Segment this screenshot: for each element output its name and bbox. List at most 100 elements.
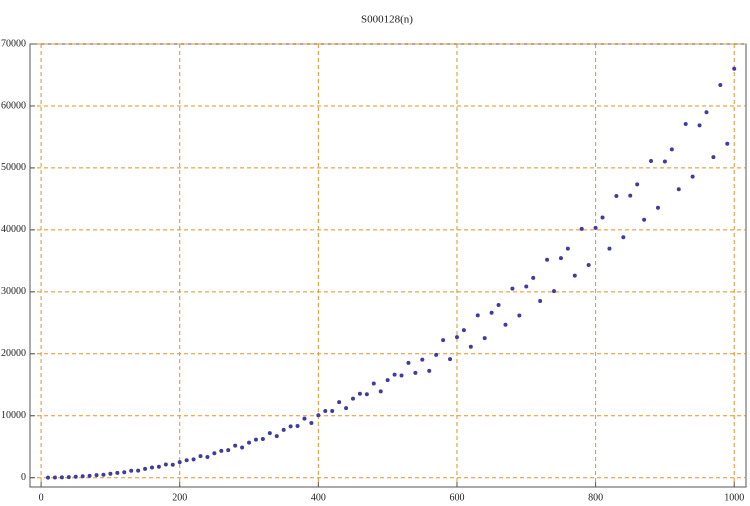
point (177, 460, 182, 465)
point (732, 66, 737, 71)
point (52, 475, 57, 480)
point (565, 246, 570, 251)
point (531, 275, 536, 280)
point (143, 466, 148, 471)
point (642, 217, 647, 222)
point (454, 335, 459, 340)
point (253, 437, 258, 442)
point (281, 427, 286, 432)
point (316, 413, 321, 418)
point (676, 187, 681, 192)
point (392, 372, 397, 377)
point (240, 445, 245, 450)
x-tick-label: 200 (172, 492, 187, 503)
point (330, 409, 335, 414)
y-tick-label: 30000 (1, 286, 26, 297)
point (288, 424, 293, 429)
point (87, 473, 92, 478)
point (558, 256, 563, 261)
point (267, 431, 272, 436)
point (108, 471, 113, 476)
point (635, 182, 640, 187)
point (482, 336, 487, 341)
y-tick-label: 40000 (1, 224, 26, 235)
point (205, 455, 210, 460)
point (129, 468, 134, 473)
point (600, 215, 605, 220)
point (337, 400, 342, 405)
point (413, 370, 418, 375)
y-tick-label: 20000 (1, 348, 26, 359)
point (219, 448, 224, 453)
y-tick-label: 10000 (1, 410, 26, 421)
point (399, 373, 404, 378)
point (503, 322, 508, 327)
point (378, 389, 383, 394)
point (725, 141, 730, 146)
y-tick-label: 60000 (1, 100, 26, 111)
point (357, 391, 362, 396)
x-tick-label: 1000 (724, 492, 744, 503)
y-tick-label: 50000 (1, 162, 26, 173)
point (545, 257, 550, 262)
x-tick-label: 0 (39, 492, 44, 503)
point (274, 434, 279, 439)
point (649, 159, 654, 164)
y-tick-label: 0 (21, 472, 26, 483)
point (198, 454, 203, 459)
point (711, 155, 716, 160)
chart-title: S000128(n) (361, 14, 413, 26)
point (101, 472, 106, 477)
point (350, 396, 355, 401)
point (496, 302, 501, 307)
point (233, 443, 238, 448)
point (295, 423, 300, 428)
point (80, 474, 85, 479)
point (385, 378, 390, 383)
point (572, 273, 577, 278)
point (371, 381, 376, 386)
point (489, 310, 494, 315)
point (683, 122, 688, 127)
point (163, 462, 168, 467)
point (122, 470, 127, 475)
point (621, 235, 626, 240)
point (461, 328, 466, 333)
point (669, 147, 674, 152)
point (441, 338, 446, 343)
point (655, 205, 660, 210)
point (448, 357, 453, 362)
point (697, 123, 702, 128)
point (212, 451, 217, 456)
point (73, 474, 78, 479)
point (191, 457, 196, 462)
y-tick-label: 70000 (1, 38, 26, 49)
plot-frame (29, 43, 747, 488)
point (593, 225, 598, 230)
point (524, 284, 529, 289)
point (475, 313, 480, 318)
point (468, 344, 473, 349)
point (614, 194, 619, 199)
point (260, 437, 265, 442)
point (136, 468, 141, 473)
point (406, 360, 411, 365)
point (718, 82, 723, 87)
point (579, 226, 584, 231)
point (247, 440, 252, 445)
point (420, 357, 425, 362)
x-tick-label: 400 (311, 492, 326, 503)
point (94, 473, 99, 478)
x-tick-label: 800 (588, 492, 603, 503)
point (517, 313, 522, 318)
point (586, 263, 591, 268)
point (704, 110, 709, 115)
point (46, 475, 51, 480)
point (66, 475, 71, 480)
point (427, 368, 432, 373)
point (344, 406, 349, 411)
point (552, 289, 557, 294)
point (156, 464, 161, 469)
point (59, 475, 64, 480)
